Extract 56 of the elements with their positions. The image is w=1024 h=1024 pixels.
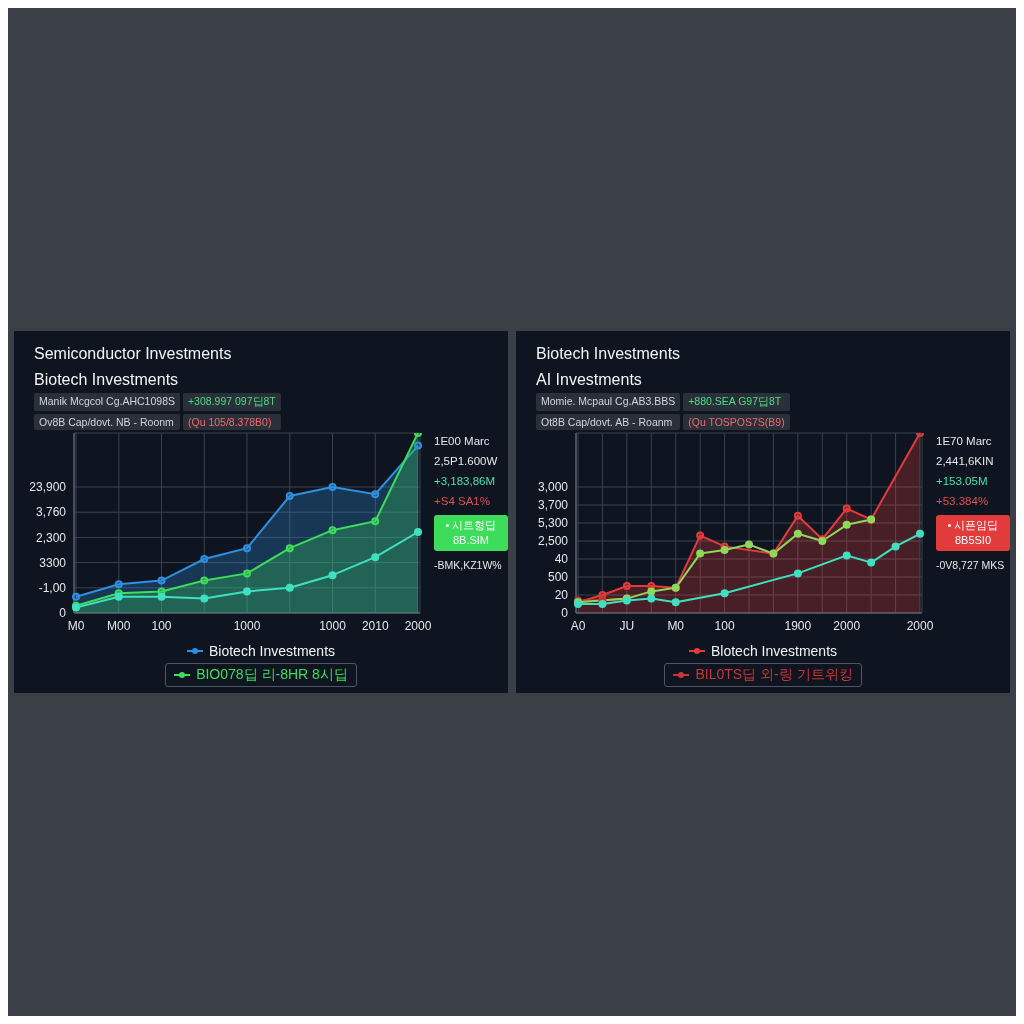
- text: (Qu TOSPOS7S(B9): [683, 414, 790, 430]
- x-tick-label: 100: [714, 618, 735, 633]
- x-tick-label: M00: [107, 618, 131, 633]
- x-tick-label: 2010: [361, 618, 389, 633]
- legend-label: BIL0TS딥 외-링 기트위킹: [695, 666, 853, 684]
- text: • 시트형딥 8B.SIM: [434, 515, 508, 551]
- text: +153.05M: [936, 474, 989, 489]
- text: Momie. Mcpaul Cg.AB3.BBS: [536, 393, 681, 411]
- text: +880.SEA G97딥8T: [683, 393, 790, 411]
- x-tick-label: 2000: [906, 618, 934, 633]
- text: 3,760: [35, 505, 67, 520]
- chart-subtitle: Biotech Investments: [34, 371, 179, 389]
- text: -BMK,KZ1W%: [434, 558, 503, 573]
- text: • 시픈임딥 8B5SI0: [936, 515, 1010, 551]
- text: 3300: [39, 555, 67, 570]
- x-tick-label: 2000: [833, 618, 861, 633]
- legend-label: Biotech Investments: [208, 643, 336, 659]
- text: Manik Mcgcol Cg.AHC1098S: [34, 393, 180, 411]
- text: 5,300: [537, 516, 569, 531]
- x-tick-label: A0: [570, 618, 586, 633]
- x-tick-label: 1900: [784, 618, 812, 633]
- x-tick-label: 100: [151, 618, 172, 633]
- chart-title: Biotech Investments: [536, 345, 681, 363]
- text: 3,700: [537, 498, 569, 513]
- chart-subtitle: AI Investments: [536, 371, 642, 389]
- text: 1E00 Marc: [434, 434, 491, 449]
- text: +S4 SA1%: [434, 494, 491, 509]
- x-tick-label: 2000: [404, 618, 432, 633]
- text: 500: [547, 570, 569, 585]
- text: -1,00: [38, 581, 67, 596]
- x-tick-label: JU: [619, 618, 635, 633]
- text: Ov8B Cap/dovt. NB - Roonm: [34, 414, 180, 430]
- text: (Qu 105/8.378B0): [182, 414, 281, 430]
- x-tick-label: 1000: [319, 618, 347, 633]
- text: 20: [554, 588, 569, 603]
- text: 3,000: [537, 480, 569, 495]
- text: +3,183,86M: [434, 474, 497, 489]
- x-tick-label: M0: [67, 618, 85, 633]
- x-tick-label: 1000: [233, 618, 261, 633]
- x-tick-label: M0: [667, 618, 685, 633]
- text: 23,900: [29, 480, 67, 495]
- text: 0: [561, 606, 569, 621]
- chart-title: Semiconductor Investments: [34, 345, 232, 363]
- text: 2,500: [537, 534, 569, 549]
- text: 2,5P1.600W: [434, 454, 499, 469]
- text: 2,300: [35, 530, 67, 545]
- text: 0: [59, 606, 67, 621]
- text: 40: [554, 552, 569, 567]
- text: -0V8,727 MKS: [936, 558, 1006, 573]
- text: 2,441,6KIN: [936, 454, 995, 469]
- legend-label: BIO078딥 리-8HR 8시딥: [196, 666, 348, 684]
- text: Ot8B Cap/dovt. AB - Roanm: [536, 414, 681, 430]
- text: +308.997 097딥8T: [182, 393, 281, 411]
- text: +53.384%: [936, 494, 990, 509]
- legend-label: Blotech Investments: [710, 643, 838, 659]
- text: 1E70 Marc: [936, 434, 993, 449]
